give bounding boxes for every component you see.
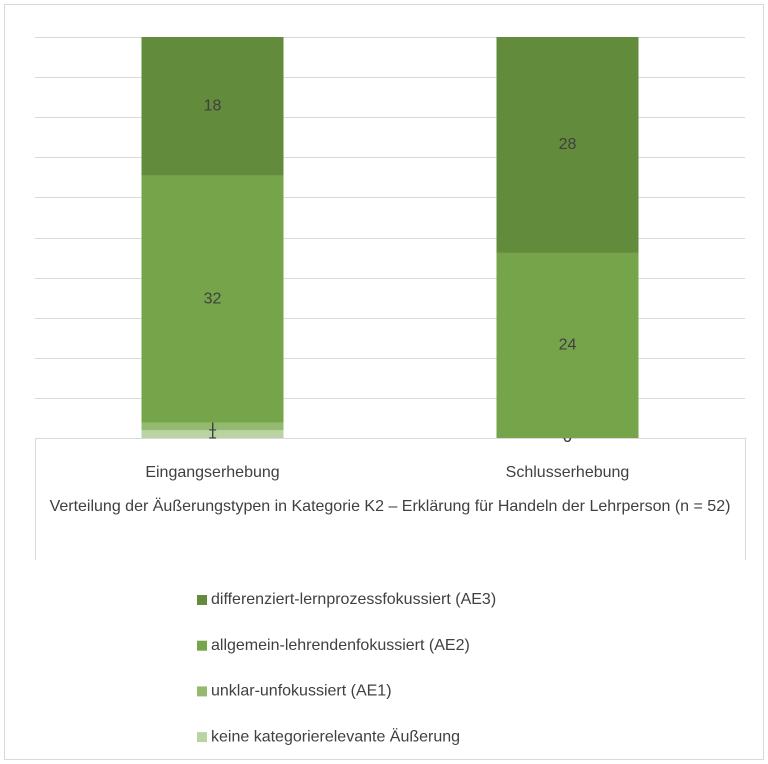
x-tick-label: Schlusserhebung — [506, 464, 630, 481]
chart-border — [4, 4, 764, 760]
x-tick-label: Eingangserhebung — [145, 464, 279, 481]
bar-segment — [141, 37, 284, 176]
legend-swatch — [197, 732, 207, 743]
legend-label: differenziert-lernprozessfokussiert (AE3… — [211, 591, 496, 608]
data-label: 28 — [559, 136, 577, 153]
legend-label: keine kategorierelevante Äußerung — [211, 727, 460, 745]
legend-label: unklar-unfokussiert (AE1) — [211, 683, 392, 700]
data-label: 32 — [204, 290, 222, 307]
legend-swatch — [197, 686, 207, 697]
data-label: 18 — [204, 98, 222, 115]
legend-label: allgemein-lehrendenfokussiert (AE2) — [211, 637, 470, 654]
bar-segment — [496, 37, 639, 253]
legend-swatch — [197, 595, 207, 605]
bar-segment — [496, 252, 639, 438]
data-label: 1 — [208, 425, 217, 442]
chart-title: Verteilung der Äußerungstypen in Kategor… — [49, 498, 731, 515]
bar-segment — [141, 175, 284, 423]
legend-swatch — [197, 640, 207, 651]
bar-segment — [141, 430, 284, 438]
data-label: 24 — [559, 337, 577, 354]
bar-segment — [141, 422, 284, 431]
data-label: 1 — [208, 418, 217, 435]
